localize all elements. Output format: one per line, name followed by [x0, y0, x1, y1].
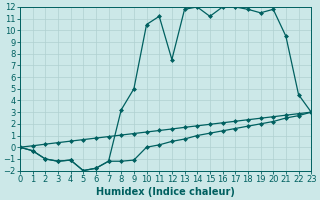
X-axis label: Humidex (Indice chaleur): Humidex (Indice chaleur) [96, 187, 235, 197]
